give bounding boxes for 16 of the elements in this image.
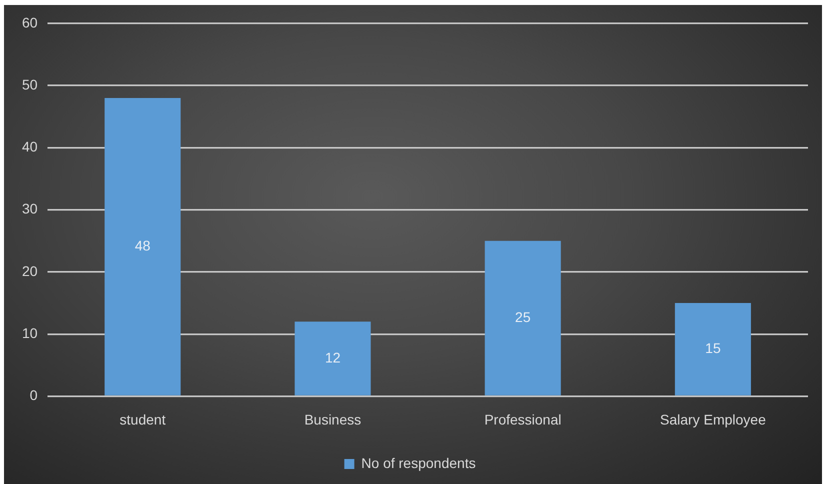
y-tick-label: 50 — [22, 76, 38, 92]
x-tick-label: Business — [304, 411, 362, 428]
y-tick-label: 60 — [22, 14, 38, 30]
data-label: 25 — [515, 308, 531, 325]
x-tick-label: student — [120, 411, 166, 428]
y-tick-label: 10 — [22, 324, 38, 341]
y-tick-label: 0 — [30, 387, 38, 404]
y-tick-label: 20 — [22, 262, 38, 279]
data-label: 48 — [134, 238, 151, 254]
y-tick-label: 40 — [22, 138, 38, 155]
y-tick-label: 30 — [22, 200, 38, 217]
x-tick-label: Professional — [484, 411, 562, 428]
x-tick-label: Salary Employee — [660, 411, 766, 428]
legend-label: No of respondents — [361, 454, 476, 471]
data-label: 15 — [705, 340, 721, 356]
data-label: 12 — [324, 349, 341, 366]
